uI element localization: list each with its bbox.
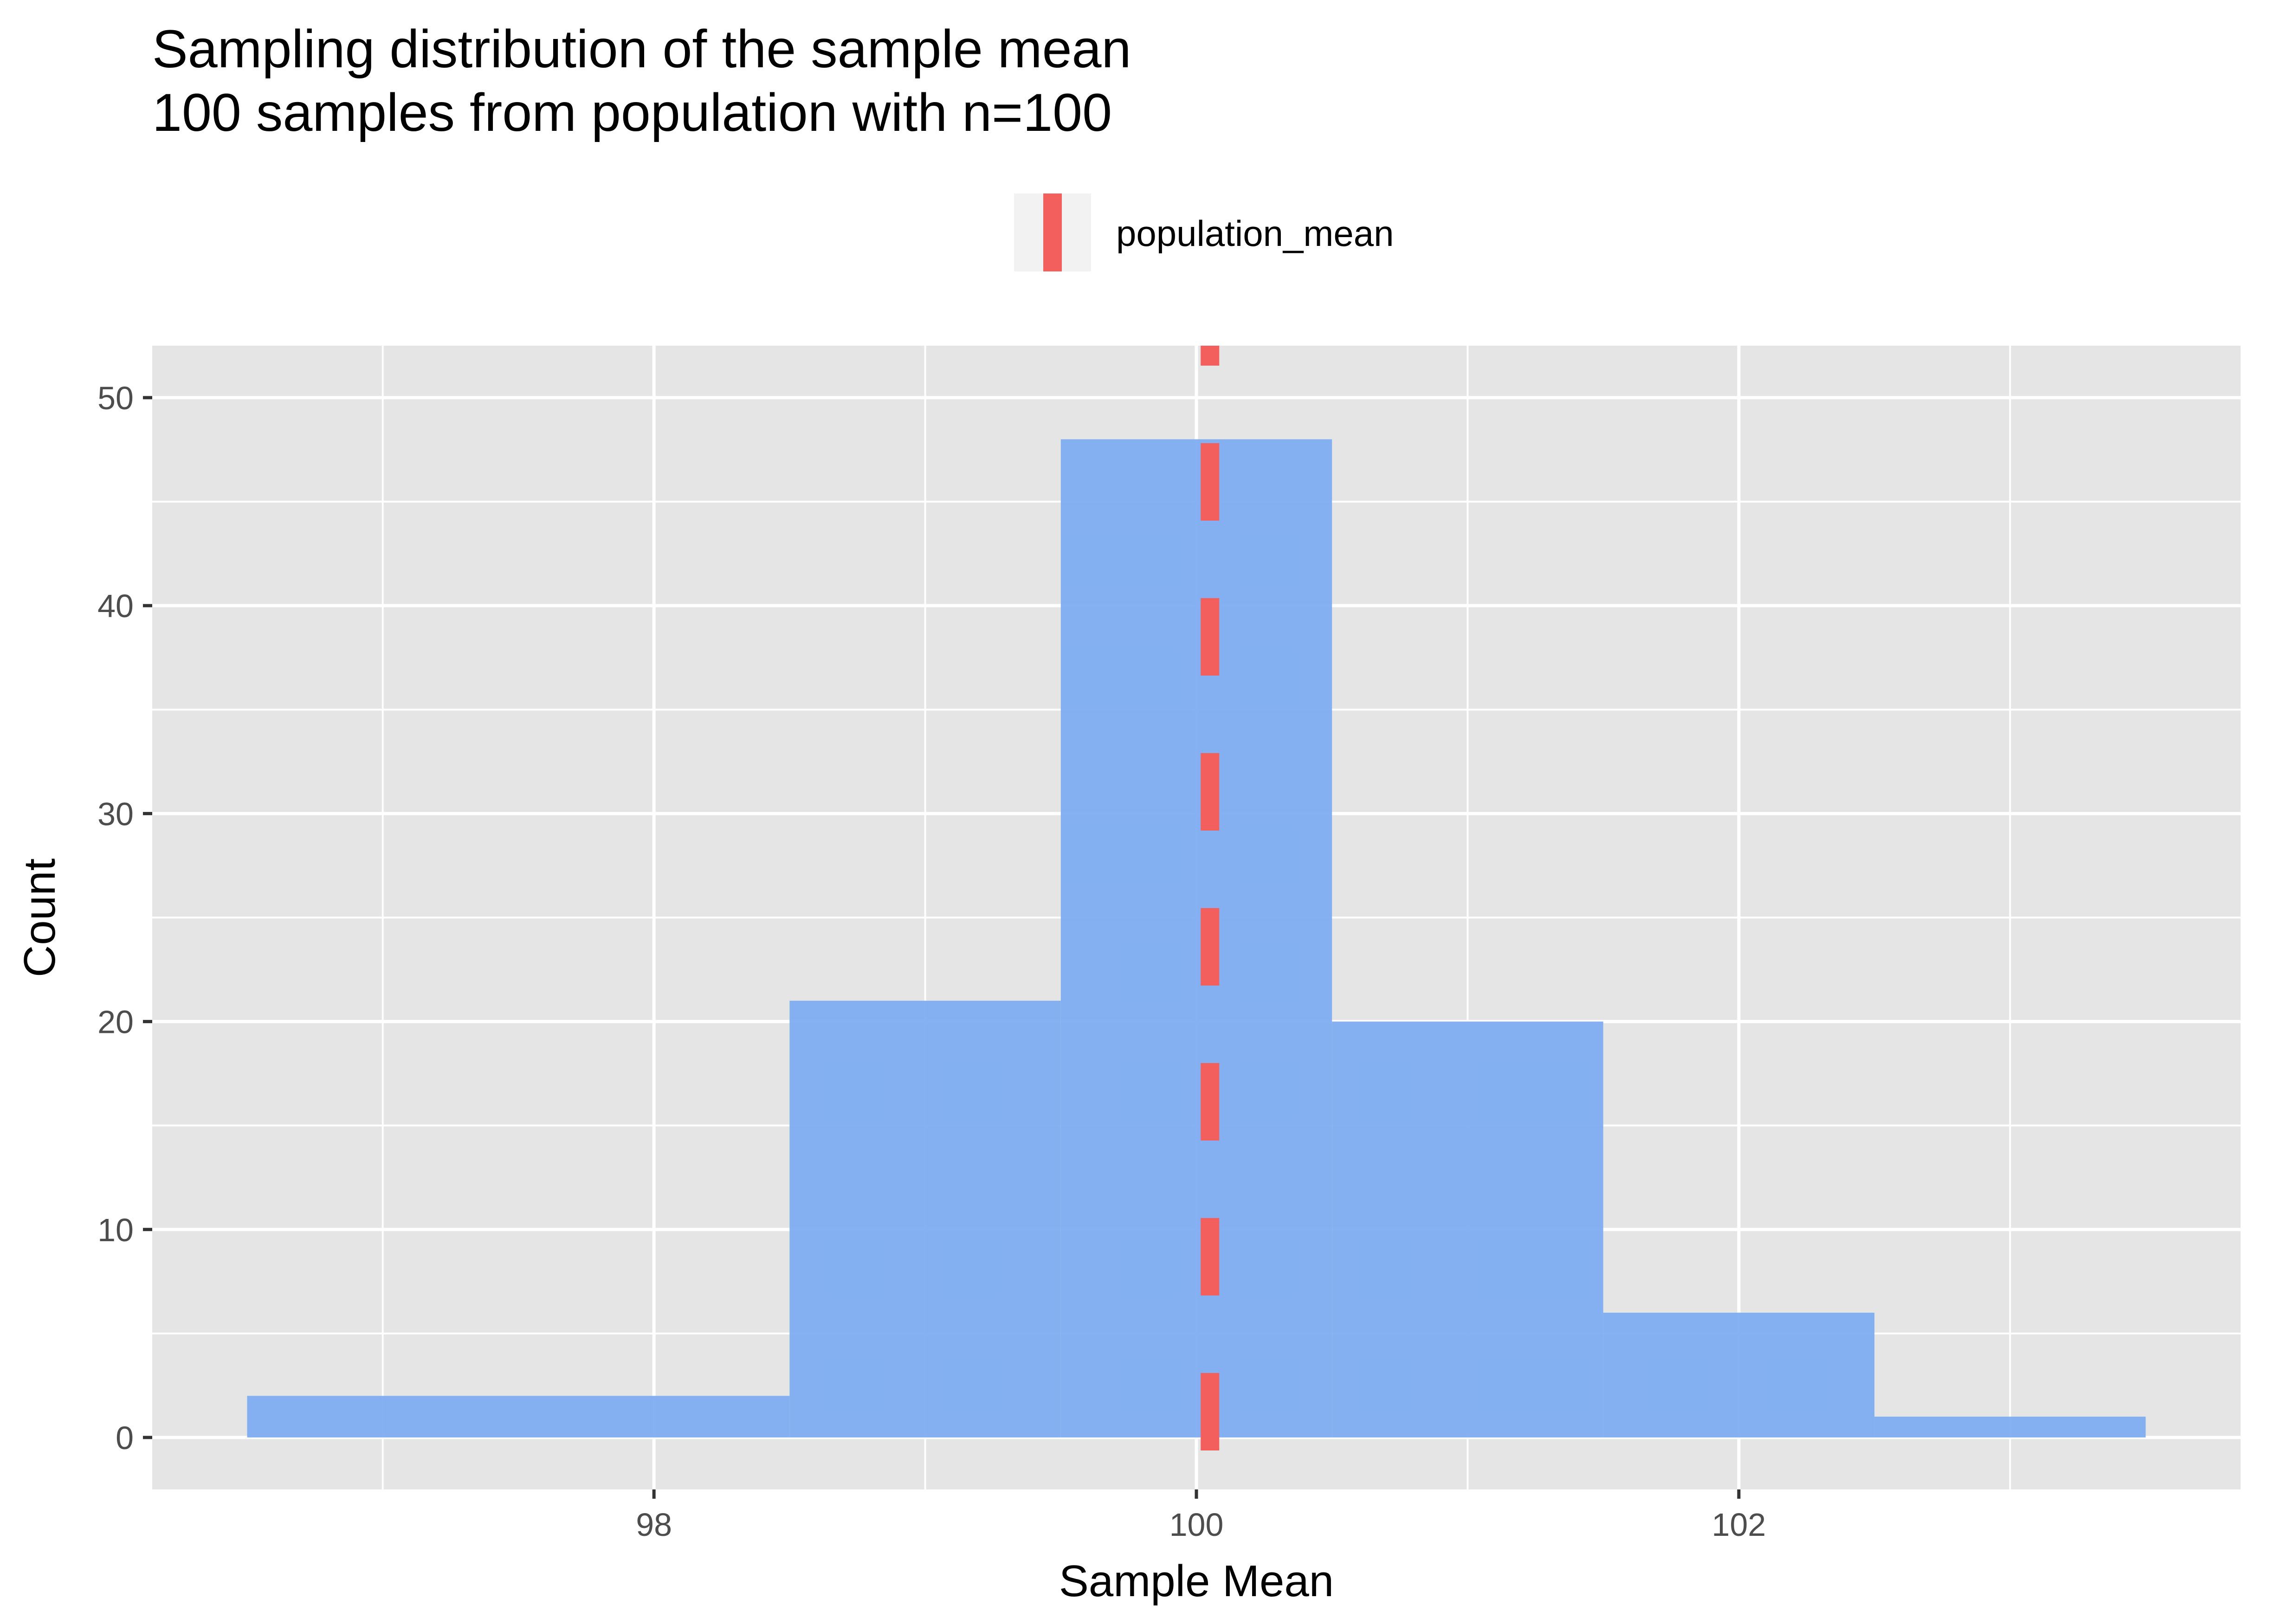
y-tick-label: 40 [97,588,134,624]
x-tick-label: 102 [1712,1507,1766,1543]
chart-subtitle: 100 samples from population with n=100 [152,83,1112,142]
histogram-bar [1060,439,1332,1437]
legend: population_mean [1014,193,1394,271]
legend-label-population-mean: population_mean [1116,213,1394,254]
legend-key-swatch [1043,193,1062,271]
y-tick-label: 10 [97,1212,134,1248]
histogram-bar [789,1000,1061,1437]
y-tick-label: 30 [97,796,134,832]
y-tick-label: 0 [116,1420,134,1456]
x-axis-label: Sample Mean [1059,1556,1334,1606]
histogram-bar [1603,1313,1875,1437]
chart-title: Sampling distribution of the sample mean [152,19,1131,79]
x-tick-label: 98 [636,1507,672,1543]
y-tick-label: 50 [97,380,134,416]
y-axis-label: Count [15,858,65,977]
histogram-bar [1874,1417,2146,1437]
y-axis: 0 10 20 30 40 50 [97,380,152,1456]
y-tick-label: 20 [97,1004,134,1040]
x-axis: 98 100 102 [636,1489,1766,1543]
histogram-bars [247,439,2146,1437]
histogram-bar [247,1396,790,1437]
x-tick-label: 100 [1169,1507,1224,1543]
histogram-bar [1332,1021,1603,1437]
